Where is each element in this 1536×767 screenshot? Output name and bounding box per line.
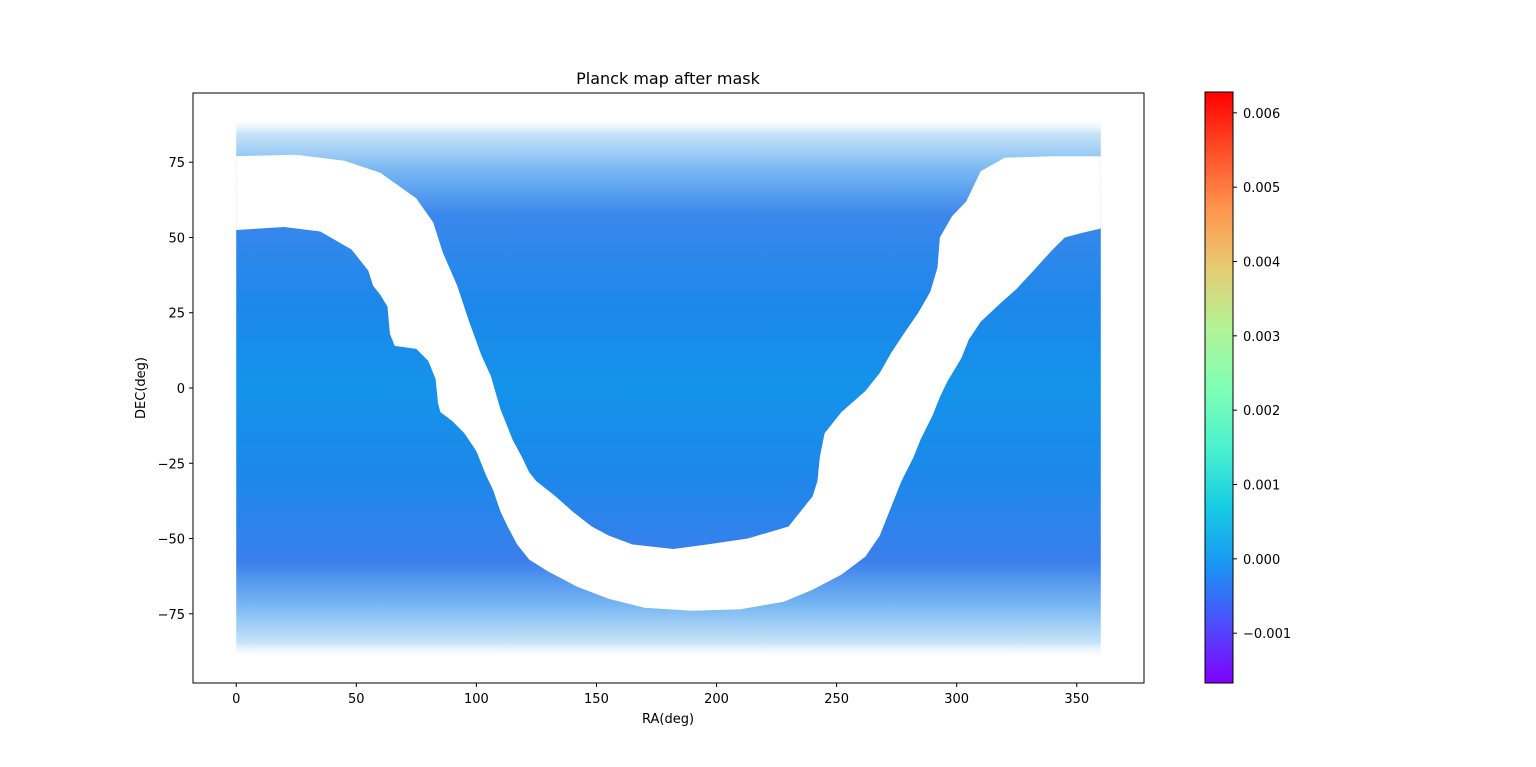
colorbar-tick-label: 0.006 bbox=[1243, 107, 1280, 122]
chart-title: Planck map after mask bbox=[576, 69, 760, 88]
galactic-mask-band bbox=[236, 154, 1101, 611]
y-tick-label: 75 bbox=[168, 156, 185, 171]
y-axis-label: DEC(deg) bbox=[134, 357, 149, 419]
x-tick-label: 50 bbox=[348, 692, 365, 707]
y-tick-label: −75 bbox=[158, 608, 185, 623]
x-tick-label: 250 bbox=[824, 692, 849, 707]
x-axis-label: RA(deg) bbox=[642, 712, 694, 727]
y-tick-label: −50 bbox=[158, 533, 185, 548]
y-tick-label: 0 bbox=[177, 382, 185, 397]
colorbar-tick-label: 0.000 bbox=[1243, 553, 1280, 568]
y-axis-ticks: −75 −50 −25 0 25 50 75 bbox=[158, 156, 193, 623]
x-tick-label: 0 bbox=[232, 692, 240, 707]
colorbar-ticks: 0.006 0.005 0.004 0.003 0.002 0.001 0.000 −0.00… bbox=[1233, 107, 1291, 642]
y-tick-label: 50 bbox=[168, 231, 185, 246]
y-tick-label: 25 bbox=[168, 307, 185, 322]
x-tick-label: 200 bbox=[704, 692, 729, 707]
colorbar-tick-label: −0.001 bbox=[1243, 627, 1291, 642]
x-tick-label: 150 bbox=[584, 692, 609, 707]
x-tick-label: 350 bbox=[1064, 692, 1089, 707]
colorbar-tick-label: 0.003 bbox=[1243, 330, 1280, 345]
colorbar-tick-label: 0.005 bbox=[1243, 181, 1280, 196]
colorbar bbox=[1204, 91, 1234, 684]
x-axis-ticks: 0 50 100 150 200 250 300 350 bbox=[232, 683, 1089, 707]
colorbar-tick-label: 0.002 bbox=[1243, 404, 1280, 419]
y-tick-label: −25 bbox=[158, 457, 185, 472]
colorbar-tick-label: 0.004 bbox=[1243, 255, 1280, 270]
x-tick-label: 300 bbox=[944, 692, 969, 707]
colorbar-tick-label: 0.001 bbox=[1243, 479, 1280, 494]
x-tick-label: 100 bbox=[464, 692, 489, 707]
